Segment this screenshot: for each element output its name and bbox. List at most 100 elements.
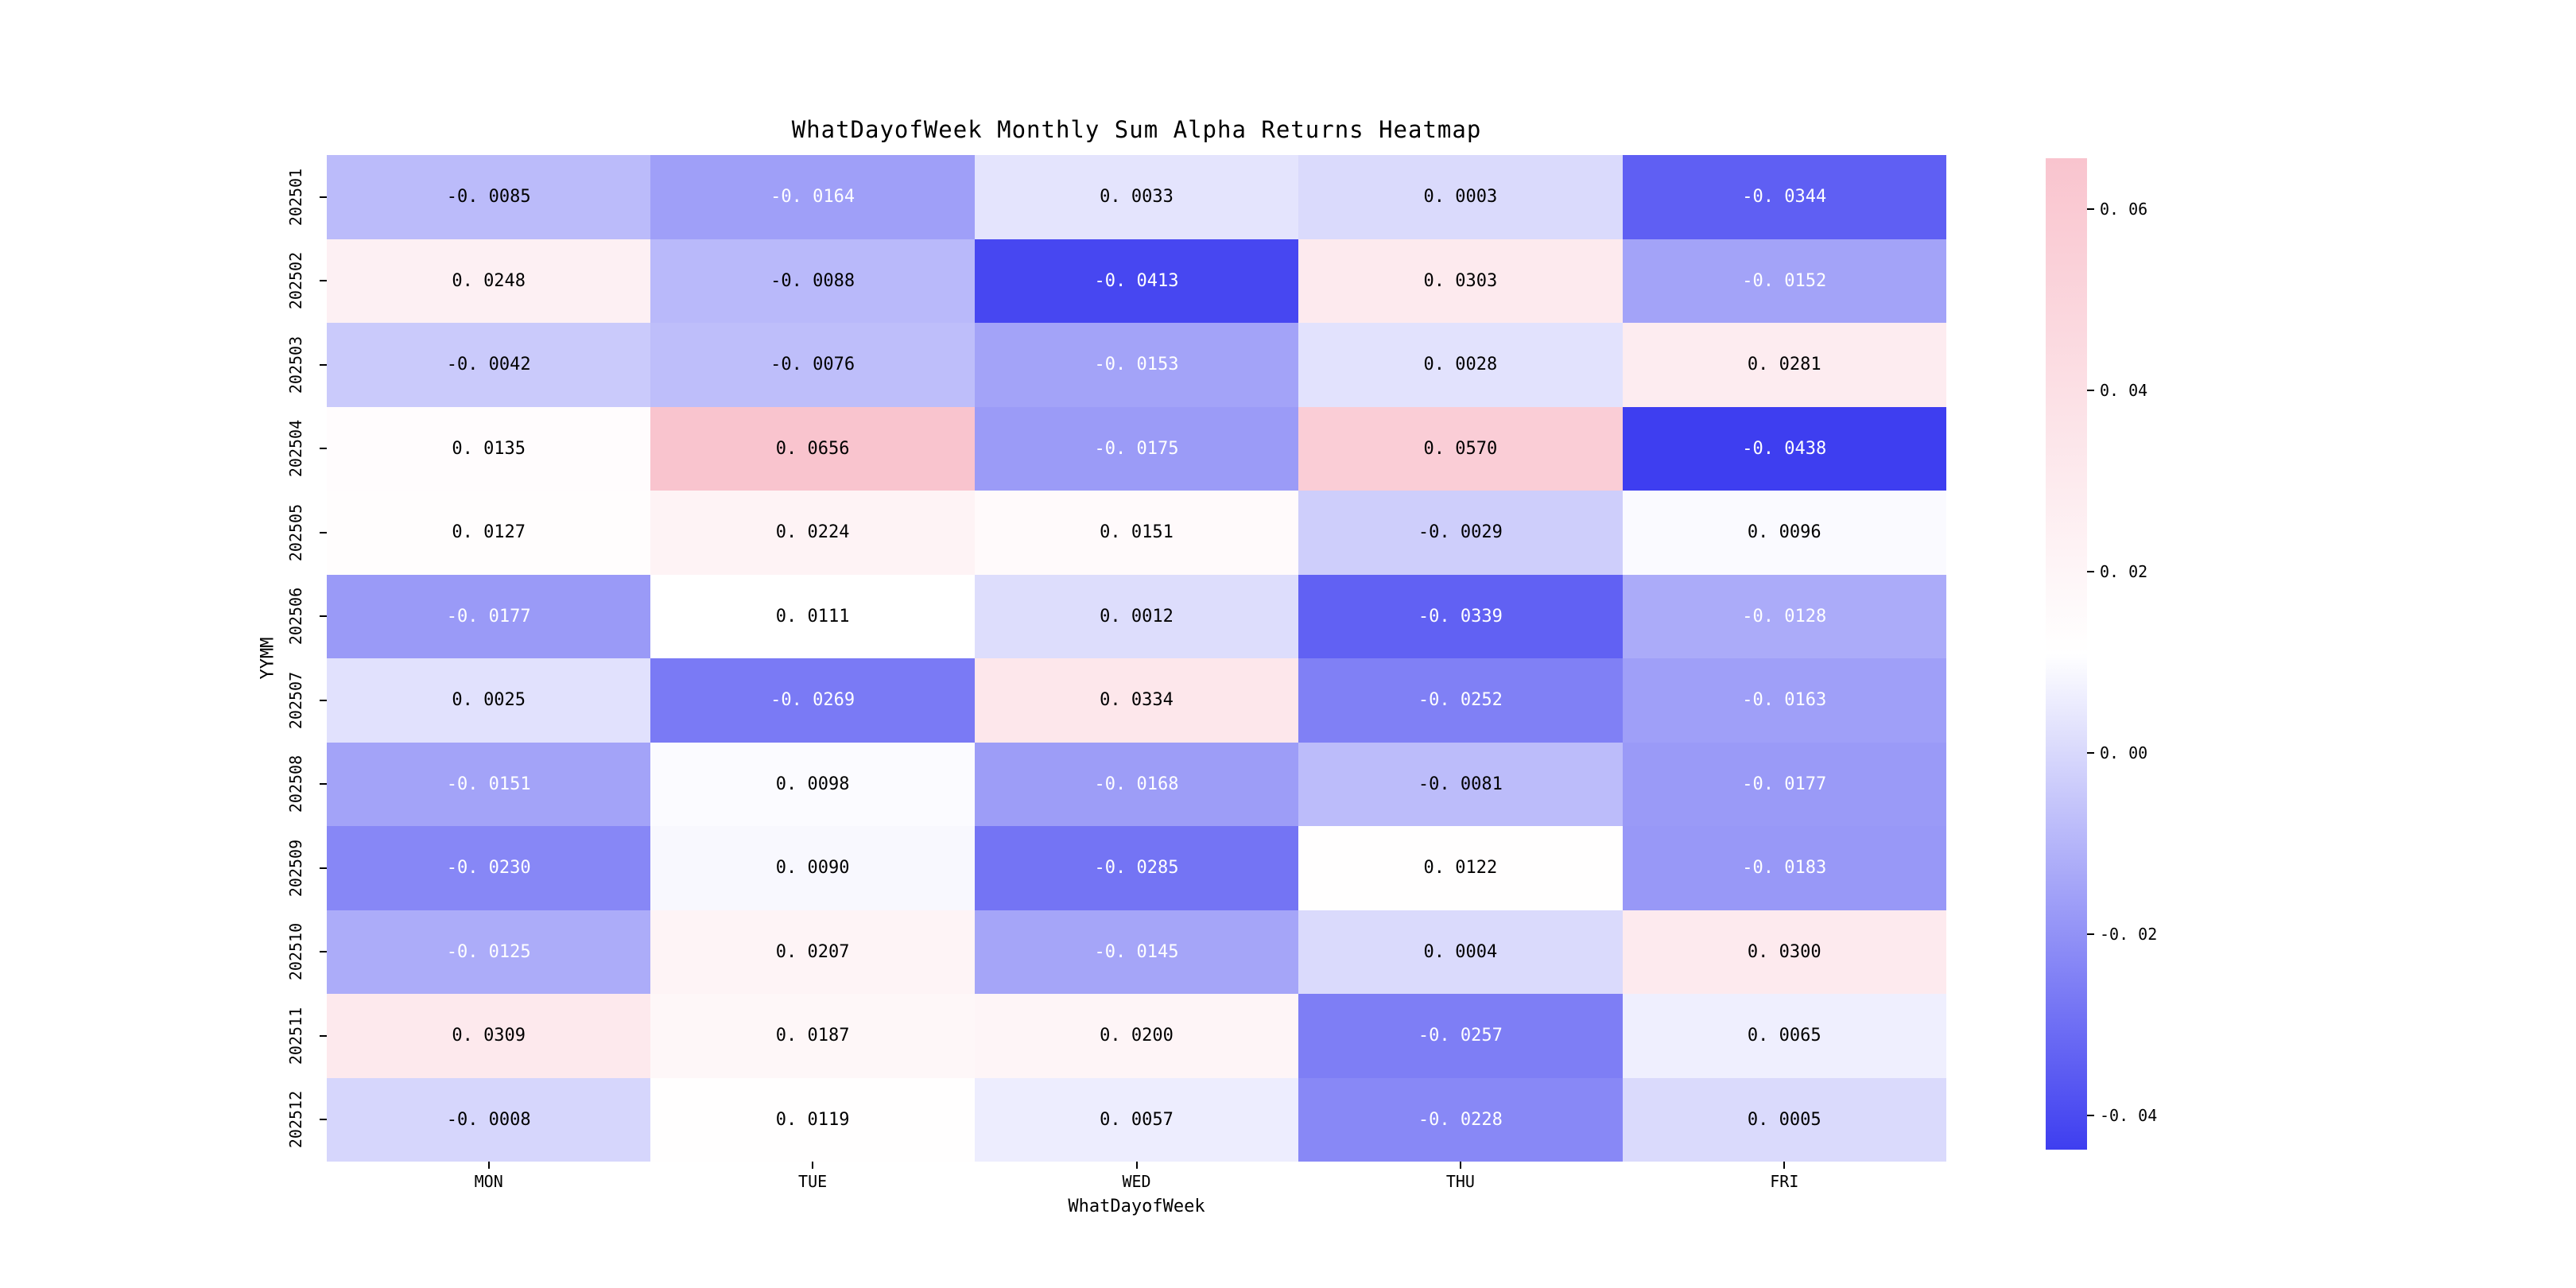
axis-tick (320, 363, 327, 366)
y-tick-label: 202506 (286, 588, 305, 646)
axis-tick (2087, 570, 2094, 572)
y-tick-label: 202511 (286, 1007, 305, 1065)
heatmap-cell: 0. 0281 (1622, 323, 1946, 407)
colorbar-tick-label: 0. 00 (2100, 743, 2148, 762)
heatmap-cell: 0. 0028 (1298, 323, 1623, 407)
heatmap-cell: 0. 0248 (327, 239, 651, 323)
y-tick-label: 202512 (286, 1091, 305, 1149)
axis-tick (2087, 208, 2094, 210)
heatmap-cell: -0. 0164 (650, 155, 975, 239)
heatmap-cell: 0. 0122 (1298, 826, 1623, 910)
heatmap-cell: 0. 0570 (1298, 406, 1623, 491)
y-tick-label: 202509 (286, 839, 305, 897)
axis-tick (2087, 389, 2094, 391)
axis-tick (2087, 1114, 2094, 1116)
heatmap-cell: -0. 0269 (650, 658, 975, 743)
axis-tick (320, 615, 327, 618)
heatmap-cell: -0. 0153 (974, 323, 1299, 407)
axis-tick (812, 1162, 814, 1169)
heatmap-cell: -0. 0088 (650, 239, 975, 323)
heatmap-cell: 0. 0334 (974, 658, 1299, 743)
heatmap-cell: 0. 0135 (327, 406, 651, 491)
chart-title: WhatDayofWeek Monthly Sum Alpha Returns … (791, 116, 1482, 143)
axis-tick (2087, 933, 2094, 935)
x-tick-label: THU (1445, 1172, 1475, 1191)
heatmap-plot-area: -0. 0085 -0. 0164 0. 0033 0. 0003 -0. 0344 0.… (327, 155, 1946, 1162)
heatmap-cell: 0. 0096 (1622, 491, 1946, 575)
heatmap-cell: 0. 0003 (1298, 155, 1623, 239)
y-tick-label: 202501 (286, 168, 305, 226)
heatmap-cell: -0. 0230 (327, 826, 651, 910)
heatmap-cell: -0. 0081 (1298, 742, 1623, 826)
heatmap-cell: -0. 0413 (974, 239, 1299, 323)
axis-tick (320, 951, 327, 953)
heatmap-cell: -0. 0145 (974, 910, 1299, 994)
heatmap-cell: 0. 0033 (974, 155, 1299, 239)
heatmap-cell: -0. 0163 (1622, 658, 1946, 743)
axis-tick (1135, 1162, 1138, 1169)
heatmap-cell: -0. 0252 (1298, 658, 1623, 743)
heatmap-cell: -0. 0177 (327, 574, 651, 658)
axis-tick (320, 783, 327, 786)
axis-tick (320, 448, 327, 450)
axis-tick (320, 1034, 327, 1037)
axis-tick (2087, 751, 2094, 754)
heatmap-cell: -0. 0175 (974, 406, 1299, 491)
axis-tick (320, 531, 327, 533)
heatmap-cell: 0. 0004 (1298, 910, 1623, 994)
axis-tick (320, 1119, 327, 1121)
x-axis-label: WhatDayofWeek (1068, 1197, 1205, 1216)
heatmap-cell: 0. 0098 (650, 742, 975, 826)
heatmap-cell: -0. 0168 (974, 742, 1299, 826)
heatmap-cell: 0. 0207 (650, 910, 975, 994)
heatmap-cell: 0. 0005 (1622, 1077, 1946, 1162)
x-tick-label: WED (1122, 1172, 1151, 1191)
heatmap-cell: 0. 0187 (650, 994, 975, 1078)
heatmap-cell: 0. 0303 (1298, 239, 1623, 323)
heatmap-cell: -0. 0285 (974, 826, 1299, 910)
heatmap-cell: 0. 0057 (974, 1077, 1299, 1162)
heatmap-cell: -0. 0438 (1622, 406, 1946, 491)
heatmap-cell: -0. 0029 (1298, 491, 1623, 575)
heatmap-cell: -0. 0128 (1622, 574, 1946, 658)
heatmap-cell: -0. 0344 (1622, 155, 1946, 239)
heatmap-cell: 0. 0200 (974, 994, 1299, 1078)
y-tick-label: 202508 (286, 755, 305, 813)
heatmap-grid: -0. 0085 -0. 0164 0. 0033 0. 0003 -0. 0344 0.… (327, 155, 1946, 1162)
x-tick-label: TUE (798, 1172, 828, 1191)
heatmap-cell: 0. 0065 (1622, 994, 1946, 1078)
heatmap-cell: 0. 0127 (327, 491, 651, 575)
y-tick-label: 202504 (286, 420, 305, 478)
axis-tick (1783, 1162, 1786, 1169)
heatmap-cell: 0. 0025 (327, 658, 651, 743)
colorbar (2046, 158, 2087, 1150)
heatmap-cell: 0. 0151 (974, 491, 1299, 575)
y-tick-label: 202505 (286, 503, 305, 561)
axis-tick (320, 280, 327, 282)
y-tick-label: 202502 (286, 252, 305, 310)
axis-tick (487, 1162, 490, 1169)
heatmap-cell: 0. 0119 (650, 1077, 975, 1162)
x-tick-label: FRI (1770, 1172, 1799, 1191)
heatmap-cell: -0. 0257 (1298, 994, 1623, 1078)
colorbar-tick-label: -0. 02 (2100, 924, 2158, 944)
heatmap-cell: 0. 0090 (650, 826, 975, 910)
heatmap-cell: 0. 0309 (327, 994, 651, 1078)
y-axis-label: YYMM (258, 637, 278, 680)
heatmap-cell: -0. 0076 (650, 323, 975, 407)
axis-tick (320, 196, 327, 198)
heatmap-cell: 0. 0224 (650, 491, 975, 575)
y-tick-label: 202507 (286, 671, 305, 729)
colorbar-tick-label: 0. 04 (2100, 380, 2148, 400)
heatmap-cell: -0. 0177 (1622, 742, 1946, 826)
x-tick-label: MON (474, 1172, 503, 1191)
colorbar-tick-label: 0. 02 (2100, 561, 2148, 581)
heatmap-cell: 0. 0111 (650, 574, 975, 658)
heatmap-cell: 0. 0012 (974, 574, 1299, 658)
heatmap-cell: -0. 0151 (327, 742, 651, 826)
heatmap-cell: 0. 0300 (1622, 910, 1946, 994)
colorbar-tick-label: 0. 06 (2100, 199, 2148, 219)
heatmap-cell: 0. 0656 (650, 406, 975, 491)
axis-tick (1459, 1162, 1461, 1169)
